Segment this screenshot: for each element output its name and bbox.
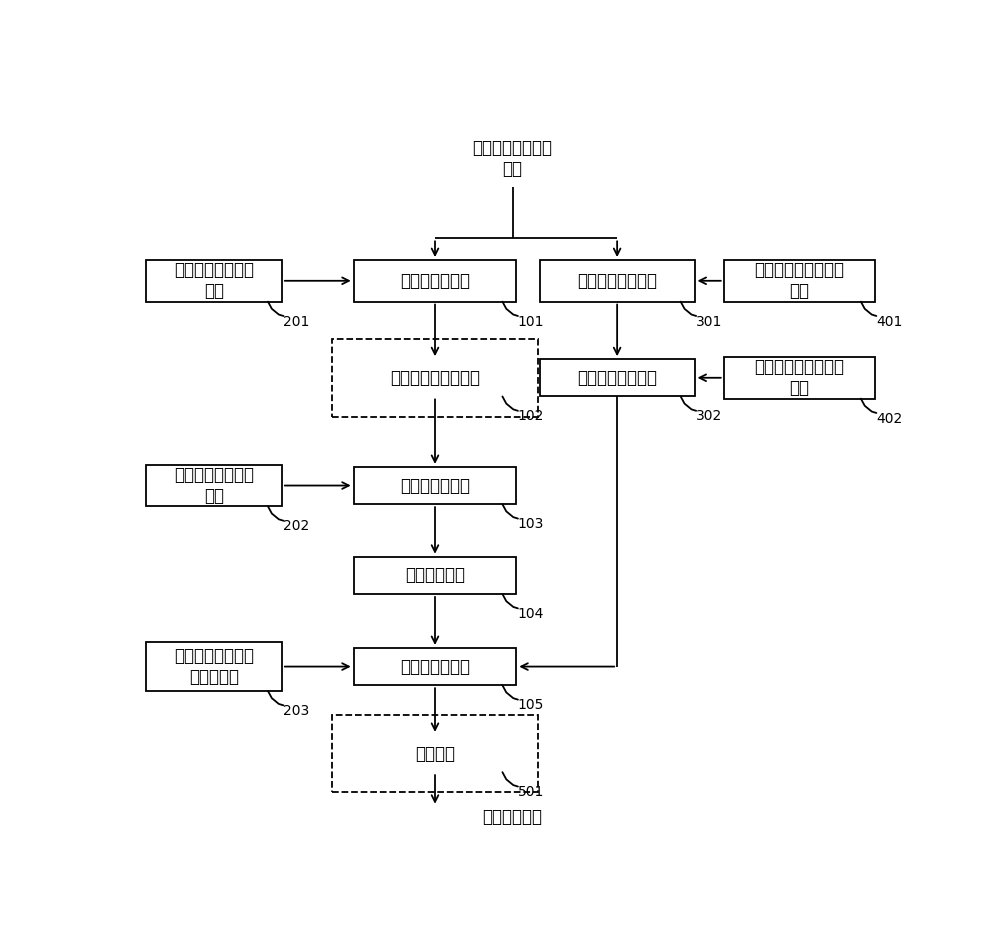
- Text: 耐药基因比对模块: 耐药基因比对模块: [577, 272, 657, 290]
- Bar: [354, 557, 516, 594]
- Text: 101: 101: [518, 314, 544, 328]
- Text: 初步过滤模块: 初步过滤模块: [405, 566, 465, 584]
- Text: 耐药基因注释数据库
模块: 耐药基因注释数据库 模块: [754, 358, 844, 397]
- Text: 302: 302: [696, 410, 722, 424]
- Bar: [354, 648, 516, 685]
- Text: 201: 201: [283, 314, 310, 328]
- Bar: [332, 715, 538, 792]
- Text: 分析结果输出: 分析结果输出: [482, 808, 542, 827]
- Text: 耐药基因比对数据库
模块: 耐药基因比对数据库 模块: [754, 261, 844, 300]
- Text: 102: 102: [518, 410, 544, 424]
- Text: 501: 501: [518, 785, 544, 799]
- Bar: [354, 466, 516, 504]
- Bar: [146, 465, 282, 507]
- Text: 宏基因组测序数据
输入: 宏基因组测序数据 输入: [473, 139, 552, 178]
- Bar: [354, 735, 516, 773]
- Text: 耐药基因过滤模块: 耐药基因过滤模块: [577, 369, 657, 387]
- Text: 301: 301: [696, 314, 723, 328]
- Text: 104: 104: [518, 607, 544, 621]
- Text: 203: 203: [283, 703, 310, 717]
- Bar: [146, 260, 282, 301]
- Text: 微生物比对校正模块: 微生物比对校正模块: [390, 369, 480, 387]
- Text: 微生物比对数据库
模块: 微生物比对数据库 模块: [174, 261, 254, 300]
- Bar: [332, 339, 538, 416]
- Text: 401: 401: [876, 314, 903, 328]
- Text: 105: 105: [518, 698, 544, 712]
- Text: 微生物注释模块: 微生物注释模块: [400, 477, 470, 494]
- Text: 微生物比对模块: 微生物比对模块: [400, 272, 470, 290]
- Text: 微生物注释数据库
模块: 微生物注释数据库 模块: [174, 466, 254, 505]
- Bar: [724, 357, 875, 398]
- Text: 微生物代表基因组
数据库模块: 微生物代表基因组 数据库模块: [174, 648, 254, 686]
- Text: 关联模块: 关联模块: [415, 745, 455, 762]
- Bar: [540, 260, 695, 301]
- Bar: [724, 260, 875, 301]
- Text: 202: 202: [283, 520, 310, 534]
- Text: 进一步过滤模块: 进一步过滤模块: [400, 658, 470, 675]
- Text: 402: 402: [876, 411, 903, 425]
- Text: 103: 103: [518, 517, 544, 531]
- Bar: [146, 642, 282, 691]
- Bar: [354, 359, 516, 397]
- Bar: [540, 359, 695, 397]
- Bar: [354, 260, 516, 301]
